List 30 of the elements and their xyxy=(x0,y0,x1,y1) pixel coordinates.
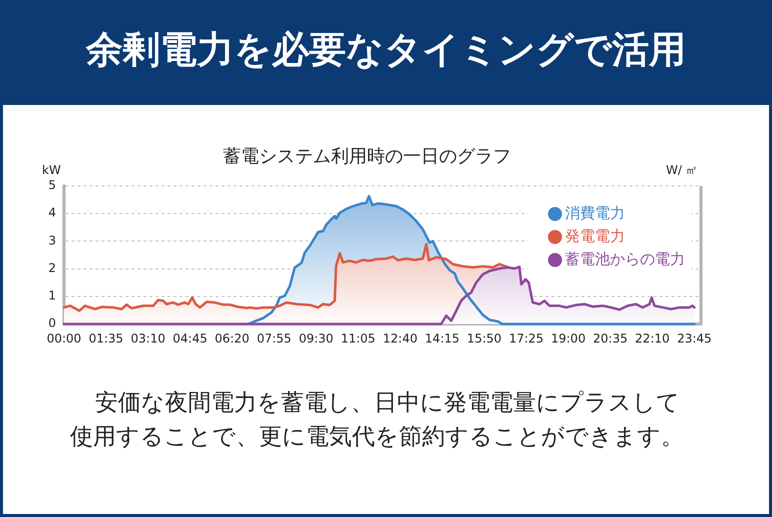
x-tick-label: 12:40 xyxy=(382,331,418,346)
x-tick-label: 04:45 xyxy=(172,331,208,346)
x-tick-label: 17:25 xyxy=(508,331,544,346)
y-tick-label: 5 xyxy=(48,178,56,192)
x-tick-label: 15:50 xyxy=(466,331,502,346)
x-tick-label: 03:10 xyxy=(130,331,166,346)
x-tick-label: 07:55 xyxy=(256,331,292,346)
legend-label: 発電電力 xyxy=(565,227,625,246)
x-tick-label: 00:00 xyxy=(46,331,82,346)
x-tick-label: 09:30 xyxy=(298,331,334,346)
y-tick-label: 1 xyxy=(48,288,56,303)
y-axis-title: kW xyxy=(42,162,61,178)
y-tick-label: 2 xyxy=(48,260,56,275)
x-tick-label: 20:35 xyxy=(593,331,628,346)
y-tick-label: 4 xyxy=(48,206,56,220)
x-tick-label: 23:45 xyxy=(677,331,712,346)
text: 安価な夜間電力を蓄電し、日中に発電電量にプラスして使用することで、更に電気代を節約することができます。 xyxy=(70,389,685,452)
chart-subtitle: 蓄電システム利用時の一日のグラフ xyxy=(223,146,511,167)
y-tick-label: 0 xyxy=(48,316,56,330)
x-tick-label: 11:05 xyxy=(340,331,376,346)
x-tick-label: 06:20 xyxy=(214,331,250,346)
legend-label: 消費電力 xyxy=(565,204,625,223)
x-tick-label: 14:15 xyxy=(424,331,460,346)
x-tick-label: 22:10 xyxy=(635,331,670,346)
y2-axis-title: W/ ㎡ xyxy=(666,162,698,178)
x-tick-label: 01:35 xyxy=(88,331,124,346)
chart-title: 余剰電力を必要なタイミングで活用 xyxy=(84,27,687,73)
y-tick-label: 3 xyxy=(48,233,56,248)
legend-label: 蓄電池からの電力 xyxy=(565,250,685,269)
x-tick-label: 19:00 xyxy=(550,331,586,346)
